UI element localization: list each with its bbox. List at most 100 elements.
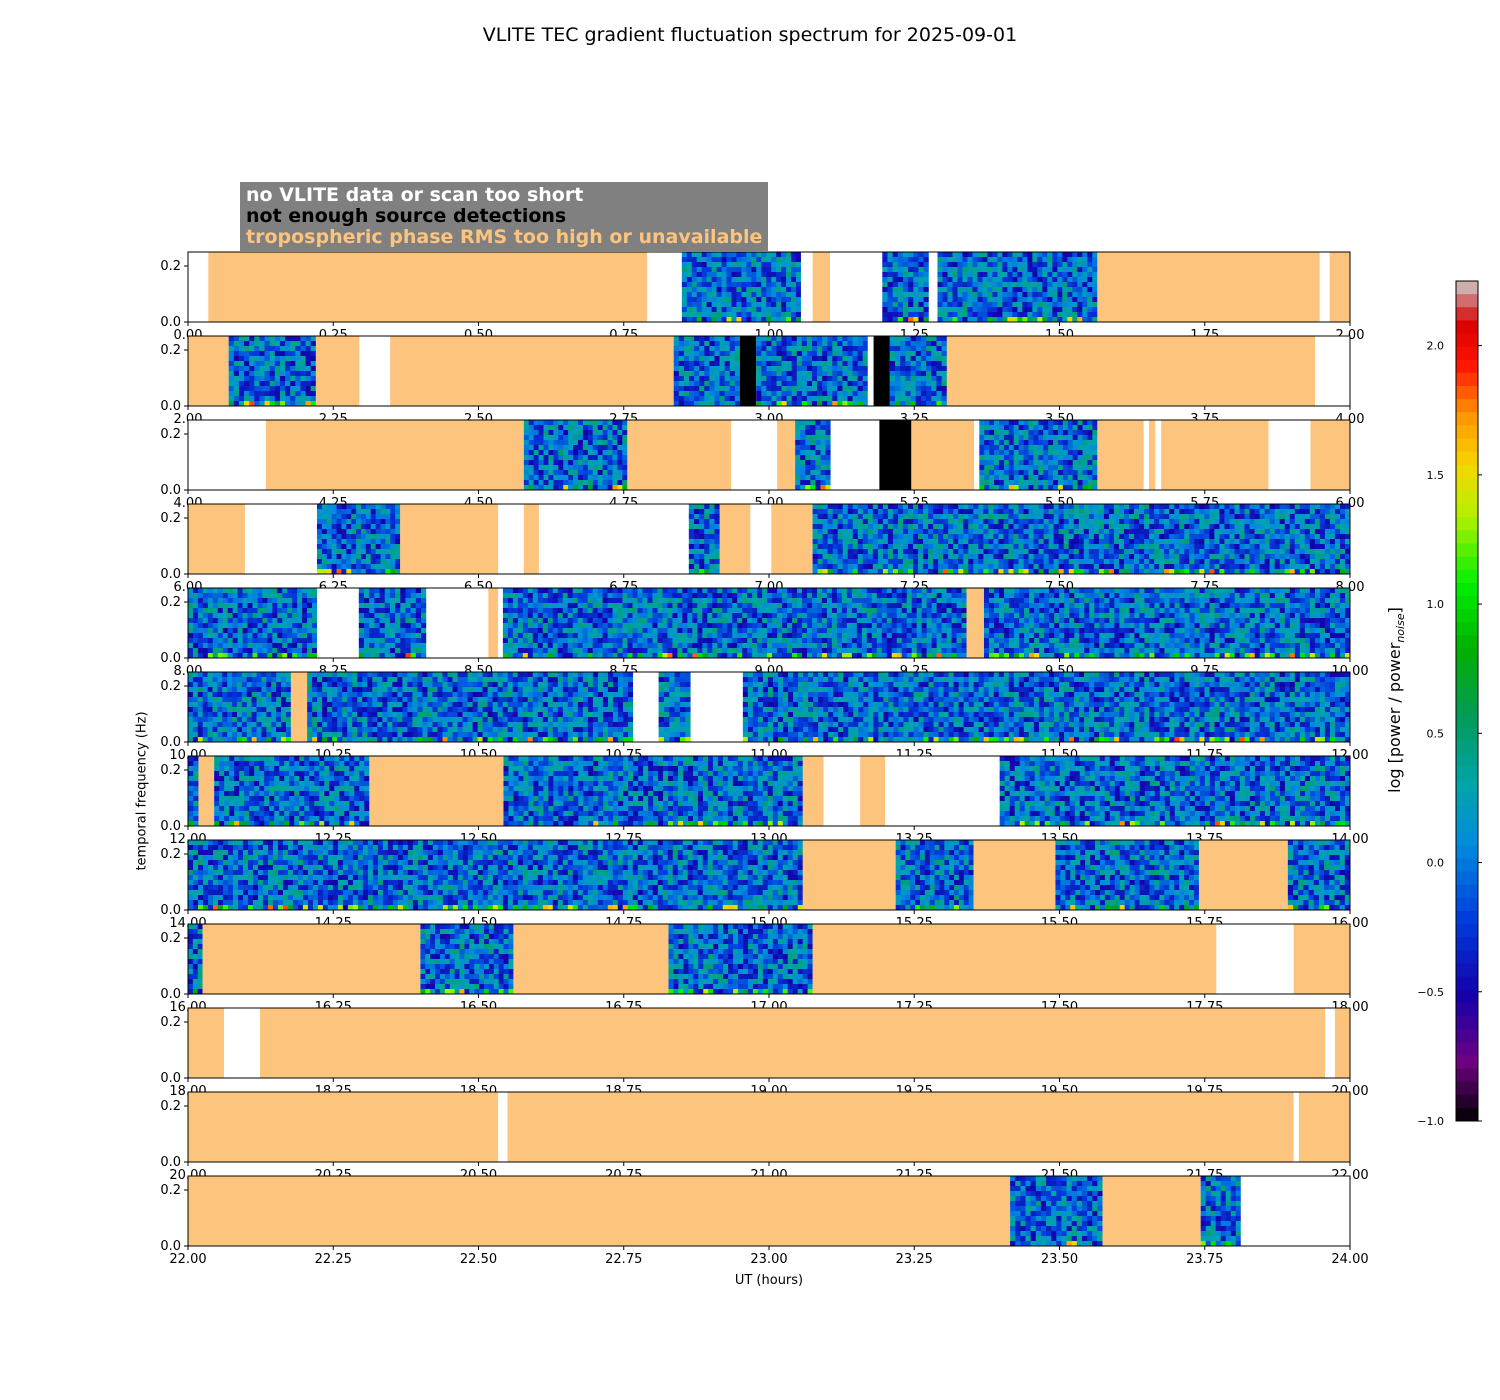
colorbar-frame [1455,280,1479,1122]
no-data-block [974,420,980,490]
spectrum-block [999,756,1351,827]
panel-3: 0.00.24.00 4.25 4.50 4.75 5.00 5.25 5.50 5.75 6.… [160,419,1364,511]
spectrum-block [316,504,401,575]
tropo-block [1097,420,1144,490]
spectrum-block [188,756,199,827]
colorbar-label-main: log [power / power [1384,642,1404,793]
y-tick-label: 0.0 [160,399,181,414]
y-tick-label: 0.0 [160,651,181,666]
spectrum-block [188,924,203,995]
no-data-block [244,504,317,574]
y-tick-label: 0.2 [160,931,181,946]
colorbar-swatch [1456,438,1478,453]
colorbar-swatch [1456,884,1478,899]
tropo-block [973,840,1056,910]
no-data-block [830,420,880,490]
panel-8: 0.00.214.00 14.25 14.50 14.75 15.00 15.25 15.5… [160,839,1369,931]
tropo-block [812,252,831,322]
spectrum-block [188,840,804,911]
spectrum-block [1287,840,1351,911]
tropo-block [188,336,229,406]
tropo-block [260,1008,1326,1078]
spectrum-block [658,672,691,743]
no-data-block [538,504,689,574]
y-tick-label: 0.2 [160,679,181,694]
spectrum-block [673,336,741,407]
x-axis-label: UT (hours) [734,1273,804,1288]
no-data-block [690,672,743,742]
no-data-block [359,336,391,406]
colorbar-swatch [1456,635,1478,649]
tropo-block [1097,252,1320,322]
tropo-block [1102,1176,1201,1246]
tropo-block [400,504,499,574]
x-tick-label: 23.00 [750,1252,787,1267]
tropo-block [188,1176,1011,1246]
colorbar-swatch [1456,937,1478,951]
colorbar-swatch [1456,753,1478,768]
y-tick-label: 0.2 [160,847,181,862]
no-detection-block [873,336,890,406]
no-data-block [224,1008,261,1078]
tropo-block [507,1092,1294,1162]
tropo-block [1198,840,1288,910]
no-data-block [188,252,209,322]
tropo-block [1310,420,1350,490]
colorbar-swatch [1456,346,1478,361]
colorbar-swatch [1456,897,1478,912]
panel-4: 0.00.26.00 6.25 6.50 6.75 7.00 7.25 7.50 7.75 8.… [160,503,1364,595]
colorbar-swatch [1456,806,1478,820]
tropo-block [198,756,215,826]
y-tick-label: 0.2 [160,595,181,610]
y-tick-label: 0.0 [160,483,181,498]
spectrum-block [358,588,427,659]
colorbar-swatch [1456,386,1478,400]
y-tick-label: 0.2 [160,427,181,442]
panel-12: 0.0 0.2 22.00 22.25 22.50 22.75 23.00 23.25 23.5… [160,1175,1369,1267]
tropo-block [202,924,421,994]
y-tick-label: 0.0 [160,1155,181,1170]
no-data-block [800,252,813,322]
spectrum-block [1010,1176,1103,1247]
no-data-block [750,504,772,574]
colorbar-swatch [1456,845,1478,859]
colorbar-swatch [1456,714,1478,728]
spectrum-block [188,672,292,743]
tropo-block [1298,1092,1350,1162]
colorbar-swatch [1456,989,1478,1004]
spectrum-block [742,672,1351,743]
colorbar-swatch [1456,622,1478,636]
tropo-block [966,588,984,658]
no-data-block [498,588,503,658]
tropo-block [802,840,896,910]
tropo-block [911,420,975,490]
tropo-block [946,336,1316,406]
no-data-block [1143,420,1149,490]
tropo-block [188,1092,499,1162]
no-data-block [823,756,861,826]
colorbar-label-sub: noise [1394,613,1408,643]
y-tick-label: 0.0 [160,567,181,582]
colorbar-swatch [1456,792,1478,807]
spectrum-block [1055,840,1200,911]
tropo-block [1293,924,1350,994]
y-tick-label: 0.0 [160,315,181,330]
panel-11: 0.00.220.00 20.25 20.50 20.75 21.00 21.25 21.5… [160,1091,1369,1183]
spectrum-block [937,252,1098,323]
no-data-block [830,252,883,322]
colorbar-swatch [1456,819,1478,833]
tropo-block [188,1008,225,1078]
y-tick-label: 0.2 [160,1015,181,1030]
colorbar-swatch [1456,517,1478,531]
x-tick-label: 22.50 [460,1252,497,1267]
colorbar-swatch [1456,1002,1478,1017]
spectrum-block [523,420,628,491]
colorbar-swatch [1456,911,1478,925]
colorbar-swatch [1456,294,1478,308]
colorbar-swatch [1456,412,1478,426]
colorbar-swatch [1456,1081,1478,1096]
no-data-block [498,1092,508,1162]
colorbar-tick-label: 1.0 [1427,598,1445,611]
colorbar-swatch [1456,504,1478,518]
